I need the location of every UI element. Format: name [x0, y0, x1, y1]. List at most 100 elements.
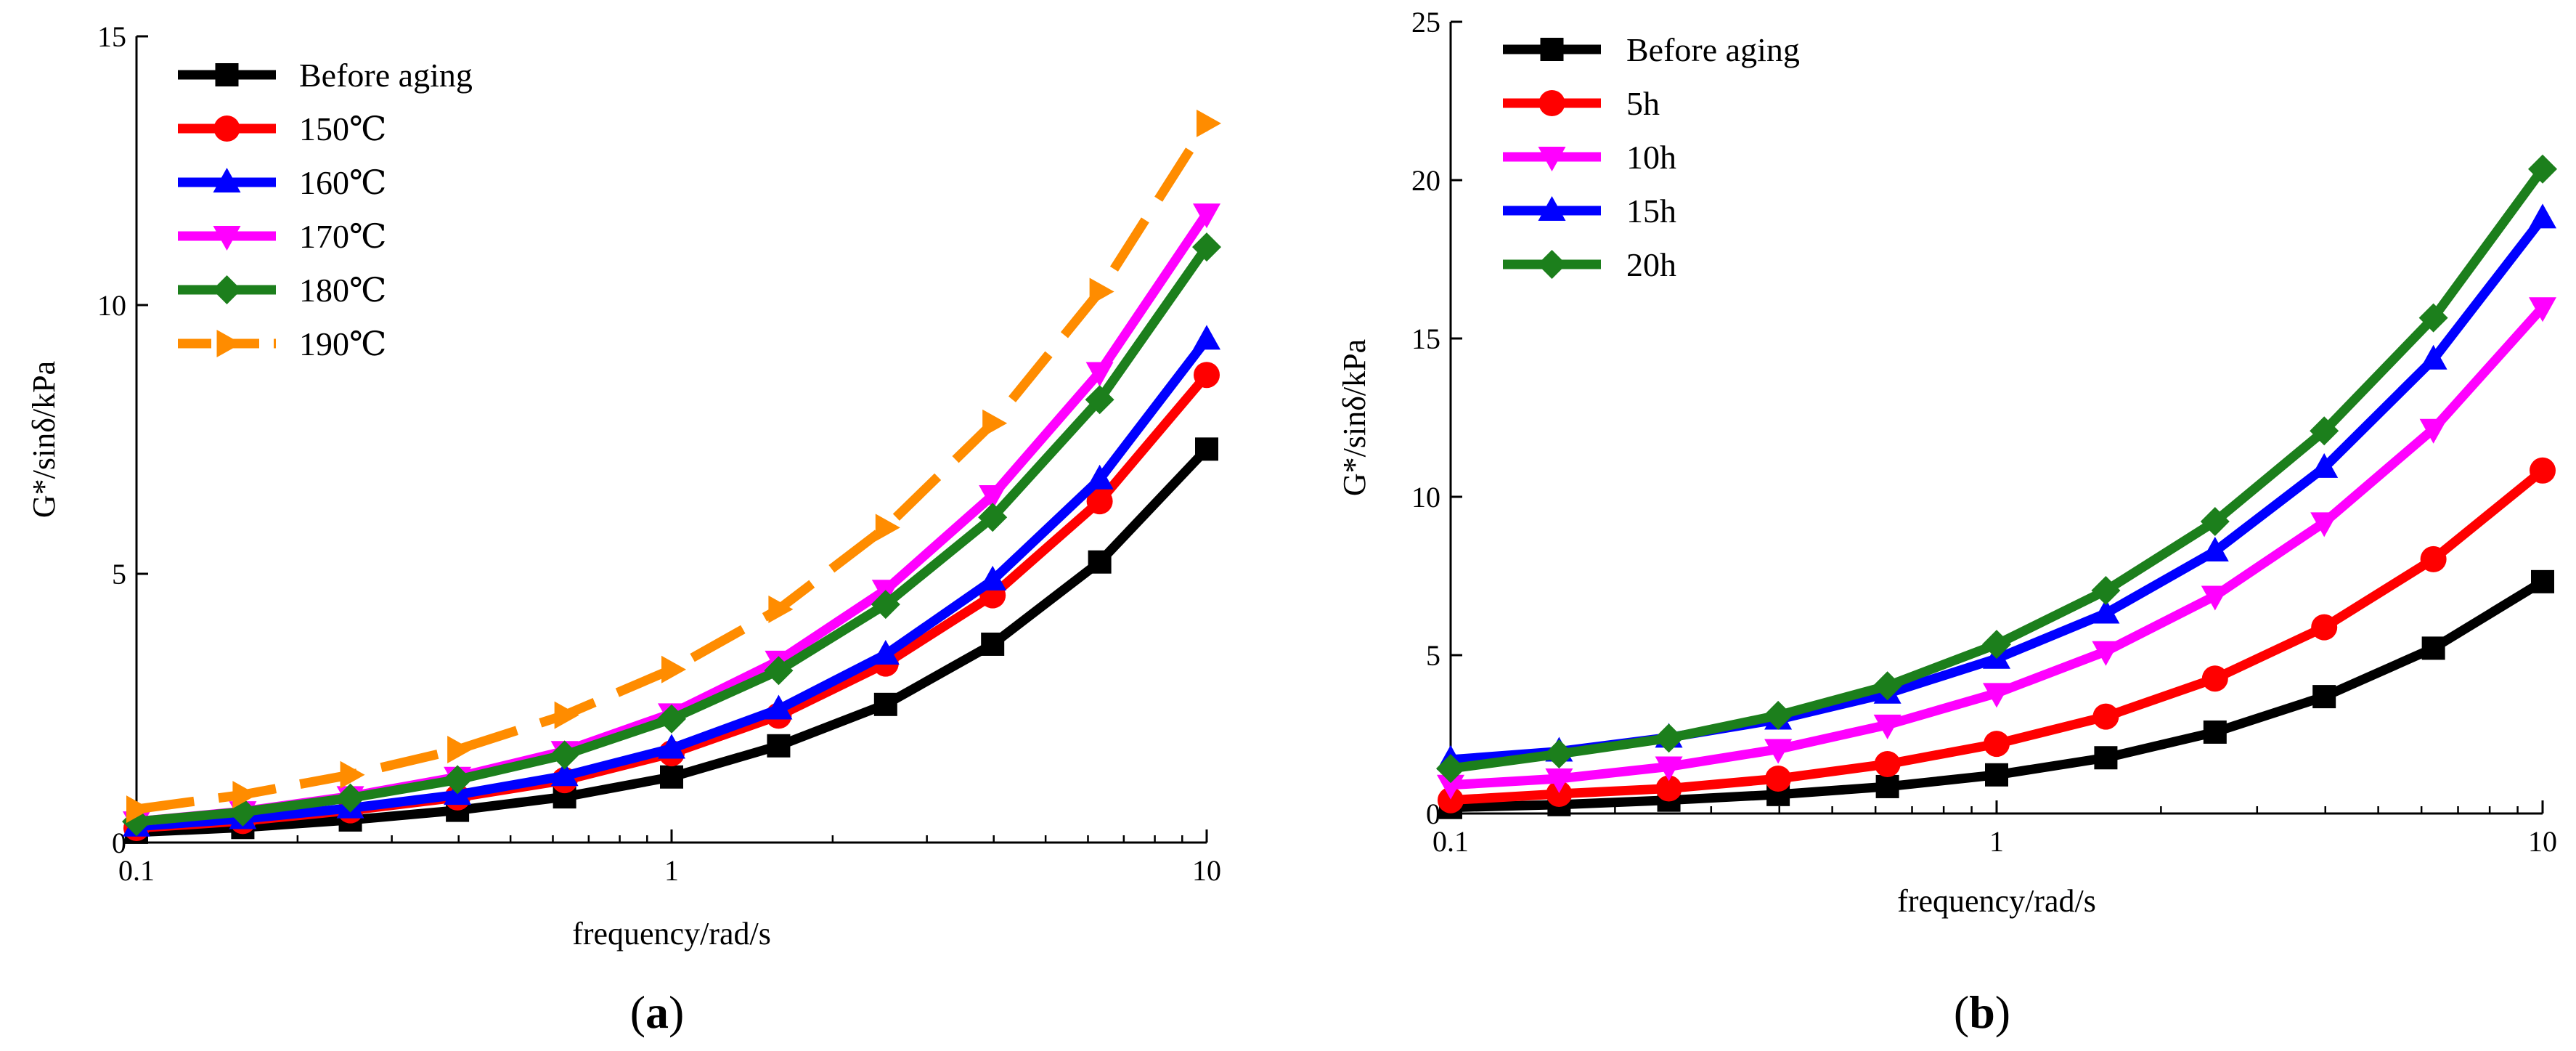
y-tick-label: 10 [1411, 481, 1440, 514]
legend-marker [1540, 38, 1564, 61]
series-line [1450, 215, 2547, 765]
legend-marker [213, 115, 240, 142]
legend-marker [213, 226, 241, 251]
panel-label-letter: a [645, 986, 669, 1038]
data-point [1193, 325, 1220, 350]
legend-label: 180℃ [299, 272, 386, 309]
data-point [1195, 437, 1218, 461]
y-tick-label: 0 [112, 827, 126, 859]
data-point [2418, 303, 2448, 333]
legend-label: 5h [1626, 85, 1660, 122]
data-point [979, 484, 1007, 510]
data-point [2419, 344, 2447, 370]
x-tick-label: 1 [664, 854, 679, 887]
data-point [873, 692, 897, 716]
data-point [2092, 641, 2120, 666]
data-point [2311, 614, 2338, 641]
data-point [661, 655, 686, 683]
legend-label: 20h [1626, 246, 1676, 283]
data-point [554, 701, 579, 729]
data-point [126, 795, 151, 824]
data-point [447, 735, 473, 763]
data-point [550, 740, 579, 770]
legend-label: 10h [1626, 139, 1676, 176]
data-point [1765, 766, 1792, 792]
legend-marker [1537, 250, 1567, 279]
x-tick-label: 1 [1989, 825, 2004, 858]
y-axis-label: G*/sinδ/kPa [1337, 339, 1372, 496]
data-point [1985, 763, 2008, 787]
series-line [1450, 166, 2547, 774]
data-point [2092, 598, 2120, 624]
legend-marker [216, 330, 242, 357]
chart-panel-b: 0 5 10 15 20 25 0.1 1 10 frequency/rad/s G*/sinδ/k… [1337, 6, 2557, 1038]
data-point [2421, 636, 2445, 660]
legend-label: 150℃ [299, 110, 386, 147]
data-point [1085, 464, 1114, 490]
series-5 [1436, 154, 2557, 784]
x-tick-label: 0.1 [1432, 825, 1469, 858]
legend-marker [1538, 147, 1566, 171]
data-point [2094, 746, 2118, 770]
data-point [2201, 665, 2228, 692]
data-point [2310, 416, 2339, 446]
data-point [1544, 739, 1574, 769]
x-axis-label: frequency/rad/s [1897, 883, 2096, 919]
data-point [1545, 768, 1573, 794]
data-point [335, 783, 365, 813]
data-point [764, 656, 794, 686]
data-point [550, 761, 579, 787]
data-point [871, 590, 900, 620]
x-tick-label: 0.1 [118, 854, 155, 887]
y-axis-label: G*/sinδ/kPa [26, 361, 62, 518]
y-tick-label: 5 [1426, 639, 1440, 672]
data-point [1983, 683, 2010, 708]
data-point [2201, 536, 2229, 561]
data-point [979, 565, 1007, 591]
data-point [2528, 154, 2557, 184]
panel-label-open: ( [630, 986, 645, 1038]
legend-marker [1538, 90, 1565, 116]
data-point [2420, 545, 2447, 572]
data-point [2203, 720, 2227, 744]
y-tick-label: 15 [1411, 322, 1440, 355]
series-6 [126, 109, 1221, 824]
x-tick-label: 10 [1192, 854, 1221, 887]
data-point [1438, 787, 1464, 813]
series-3 [1437, 297, 2556, 800]
legend-label: 190℃ [299, 325, 386, 362]
data-point [1982, 630, 2011, 660]
data-point [2310, 512, 2339, 537]
data-point [1086, 488, 1113, 515]
y-tick-label: 15 [97, 20, 126, 53]
y-tick-label: 10 [97, 289, 126, 322]
panel-label: (a) [630, 986, 685, 1038]
data-point [2092, 703, 2119, 730]
data-point [2201, 585, 2229, 611]
data-point [660, 765, 683, 789]
data-point [1874, 750, 1901, 777]
chart-panel-a: 0 5 10 15 0.1 1 10 frequency/rad/s G*/sinδ/kPa Be… [26, 20, 1221, 1038]
x-tick-label: 10 [2528, 825, 2557, 858]
data-point [2530, 457, 2556, 484]
data-point [1437, 774, 1464, 800]
data-point [2529, 297, 2556, 322]
data-point [1436, 754, 1465, 784]
data-point [982, 409, 1008, 437]
data-point [443, 765, 473, 795]
data-point [1546, 780, 1573, 807]
legend: Before aging 5h 10h 15h 20h [1503, 31, 1800, 283]
series-2 [1438, 457, 2556, 813]
data-point [2529, 203, 2556, 229]
y-tick-label: 0 [1426, 798, 1440, 830]
data-point [2200, 507, 2230, 537]
data-point [2312, 685, 2336, 709]
series-line [136, 121, 1211, 814]
data-point [657, 704, 686, 734]
y-tick-label: 20 [1411, 164, 1440, 197]
panel-label-close: ) [1995, 986, 2010, 1038]
data-point [981, 632, 1005, 656]
data-point [2531, 569, 2554, 593]
legend-label: Before aging [299, 57, 473, 94]
